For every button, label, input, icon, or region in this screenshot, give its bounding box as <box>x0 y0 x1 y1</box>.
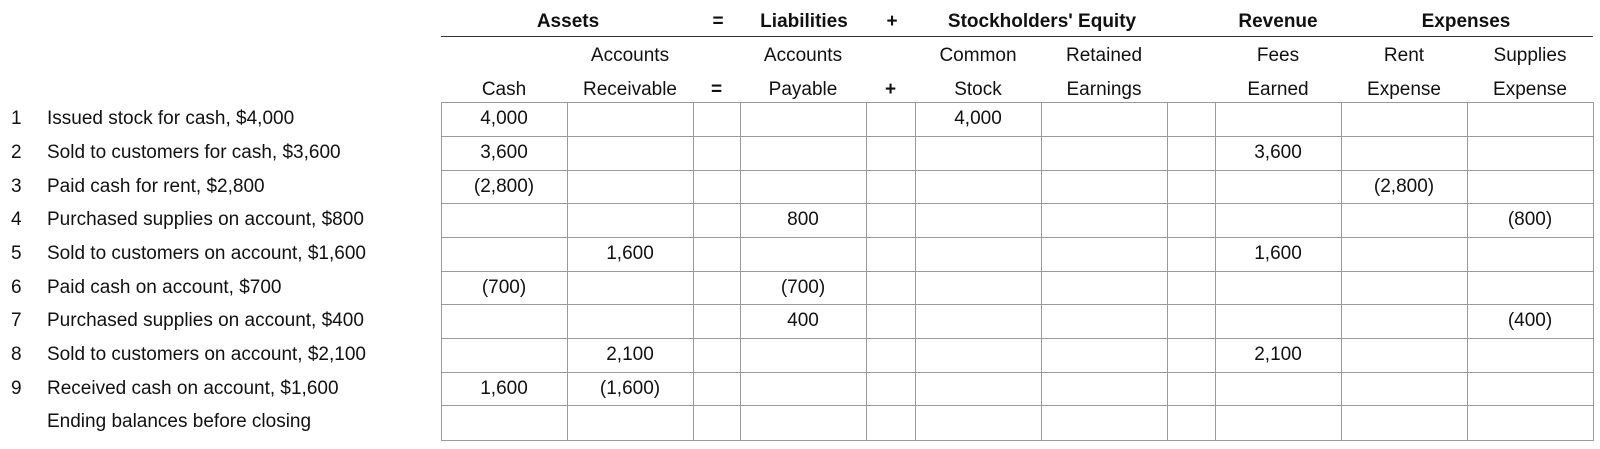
row-description: Ending balances before closing <box>47 411 312 432</box>
row-description: Paid cash on account, $700 <box>47 277 282 298</box>
table-cell: 1,600 <box>480 378 528 399</box>
column-header-bottom: Cash <box>481 79 527 100</box>
grid-column-line <box>1041 102 1042 441</box>
row-description: Sold to customers on account, $2,100 <box>47 344 366 365</box>
table-cell: (800) <box>1507 209 1553 230</box>
row-description: Received cash on account, $1,600 <box>47 378 339 399</box>
table-cell: 4,000 <box>954 108 1002 129</box>
grid-row-line <box>441 405 1594 406</box>
row-number: 5 <box>11 243 22 264</box>
row-description: Purchased supplies on account, $800 <box>47 209 364 230</box>
column-header-bottom: Expense <box>1493 79 1567 100</box>
header-assets: Assets <box>536 11 600 32</box>
table-cell: (700) <box>780 277 826 298</box>
row-number: 6 <box>11 277 22 298</box>
row-number: 7 <box>11 310 22 331</box>
header-rule <box>441 36 1593 37</box>
table-cell: 3,600 <box>480 142 528 163</box>
table-cell: (2,800) <box>1373 176 1435 197</box>
grid-row-line <box>441 304 1594 305</box>
row-description: Paid cash for rent, $2,800 <box>47 176 265 197</box>
row-number: 3 <box>11 176 22 197</box>
grid-column-line <box>1467 102 1468 441</box>
table-cell: 1,600 <box>1254 243 1302 264</box>
grid-column-line <box>1215 102 1216 441</box>
column-header-top: Accounts <box>763 45 843 66</box>
grid-column-line <box>441 102 442 441</box>
column-header-top: Supplies <box>1493 45 1567 66</box>
header-liabilities: Liabilities <box>760 11 848 32</box>
grid-column-line <box>740 102 741 441</box>
table-cell: (2,800) <box>473 176 535 197</box>
column-header-top: Fees <box>1256 45 1300 66</box>
column-header-top: Accounts <box>590 45 670 66</box>
grid-column-line <box>567 102 568 441</box>
column-header-top: Common <box>939 45 1017 66</box>
table-cell: 400 <box>787 310 819 331</box>
column-header-bottom: Earned <box>1247 79 1309 100</box>
grid-column-line <box>1167 102 1168 441</box>
grid-row-line <box>441 271 1594 272</box>
column-header-bottom: Receivable <box>583 79 677 100</box>
grid-row-line <box>441 237 1594 238</box>
column-header-top: Rent <box>1383 45 1425 66</box>
row-description: Sold to customers on account, $1,600 <box>47 243 366 264</box>
grid-row-line <box>441 102 1594 103</box>
grid-column-line <box>1593 102 1594 441</box>
table-cell: (1,600) <box>599 378 661 399</box>
grid-row-line <box>441 203 1594 204</box>
table-cell: 4,000 <box>480 108 528 129</box>
table-cell: (400) <box>1507 310 1553 331</box>
header-equals: = <box>712 11 724 32</box>
column-header-top: Retained <box>1065 45 1143 66</box>
column-header-bottom: Expense <box>1367 79 1441 100</box>
row-number: 9 <box>11 378 22 399</box>
grid-column-line <box>1341 102 1342 441</box>
row-description: Sold to customers for cash, $3,600 <box>47 142 341 163</box>
column-header-bottom: Earnings <box>1066 79 1142 100</box>
row-number: 2 <box>11 142 22 163</box>
grid-row-line <box>441 372 1594 373</box>
grid-row-line <box>441 136 1594 137</box>
row-description: Purchased supplies on account, $400 <box>47 310 364 331</box>
header-expenses: Expenses <box>1421 11 1511 32</box>
grid-row-line <box>441 440 1594 441</box>
table-cell: 3,600 <box>1254 142 1302 163</box>
table-cell: 2,100 <box>606 344 654 365</box>
column-header-bottom: Payable <box>768 79 838 100</box>
header-stockholders-equity: Stockholders' Equity <box>947 11 1137 32</box>
row-description: Issued stock for cash, $4,000 <box>47 108 295 129</box>
row-number: 8 <box>11 344 22 365</box>
grid-row-line <box>441 338 1594 339</box>
table-cell: 1,600 <box>606 243 654 264</box>
table-cell: 800 <box>787 209 819 230</box>
column-header-bottom: = <box>710 79 723 100</box>
grid-row-line <box>441 170 1594 171</box>
header-revenue: Revenue <box>1238 11 1318 32</box>
column-header-bottom: Stock <box>954 79 1002 100</box>
column-header-bottom: + <box>884 79 897 100</box>
row-number: 1 <box>11 108 22 129</box>
grid-column-line <box>915 102 916 441</box>
row-number: 4 <box>11 209 22 230</box>
grid-column-line <box>866 102 867 441</box>
table-cell: 2,100 <box>1254 344 1302 365</box>
header-plus: + <box>886 11 898 32</box>
grid-column-line <box>693 102 694 441</box>
table-cell: (700) <box>481 277 527 298</box>
